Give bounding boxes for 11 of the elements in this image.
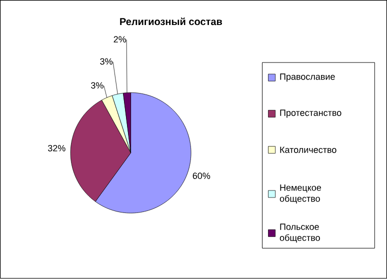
legend-label: Католичество: [280, 146, 336, 154]
legend-label: Немецкое общество: [280, 184, 322, 204]
data-label: 3%: [100, 58, 112, 65]
legend-label: Польское общество: [280, 224, 320, 243]
data-label: 3%: [91, 82, 104, 89]
legend-label: Православие: [280, 74, 335, 82]
data-label: 60%: [192, 172, 210, 180]
legend-label: Протестанство: [280, 110, 342, 118]
chart-title: Религиозный состав: [120, 18, 222, 26]
data-label: 32%: [48, 145, 66, 152]
data-label: 2%: [114, 36, 126, 43]
